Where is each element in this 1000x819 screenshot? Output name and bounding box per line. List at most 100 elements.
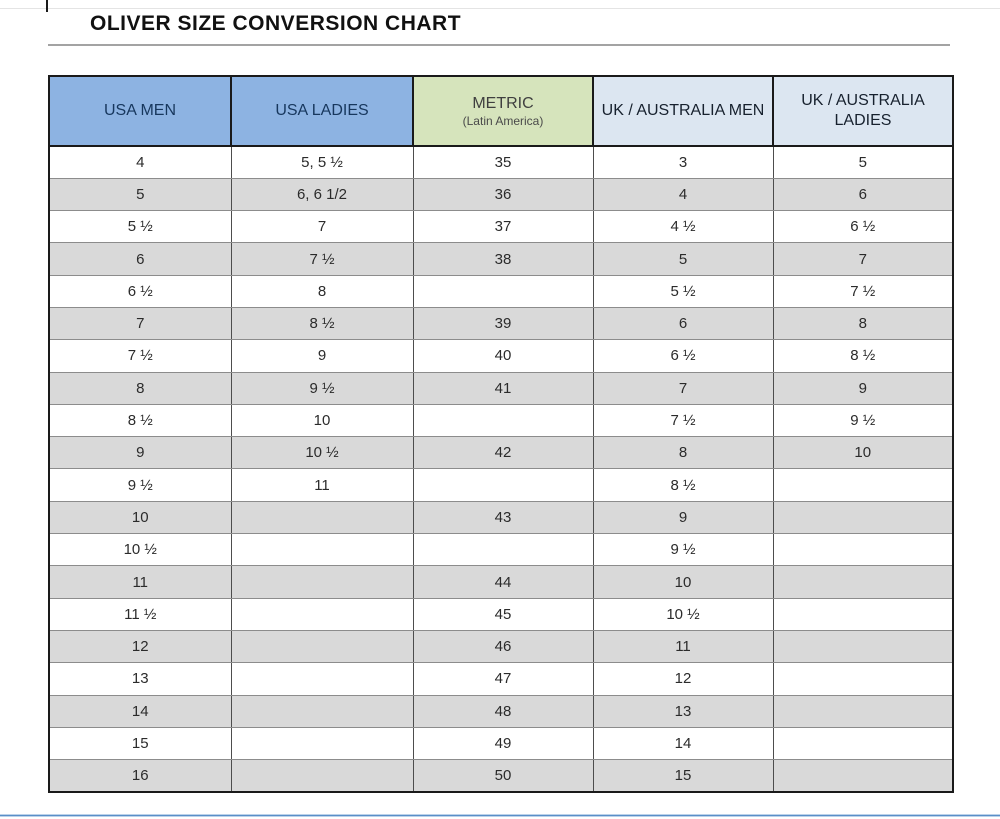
table-row: 11 44 10 (48, 565, 954, 599)
table-cell: 42 (412, 436, 594, 470)
table-cell: 7 ½ (48, 339, 232, 373)
table-cell (772, 726, 954, 761)
title-underline (48, 44, 950, 46)
table-cell: 10 (48, 500, 232, 535)
header-row: USA MEN USA LADIES METRIC (Latin America… (48, 75, 954, 147)
table-cell: 6 ½ (48, 274, 232, 308)
column-header-usa-men: USA MEN (48, 75, 232, 147)
table-row: 12 46 11 (48, 629, 954, 664)
column-header-label: USA MEN (103, 102, 176, 119)
table-cell: 41 (412, 371, 594, 405)
table-cell (412, 533, 594, 567)
table-cell: 9 (230, 339, 414, 373)
table-cell: 38 (412, 242, 594, 276)
table-cell (772, 629, 954, 664)
table-cell: 40 (412, 339, 594, 373)
table-cell: 13 (592, 694, 774, 728)
top-divider-line (0, 8, 1000, 9)
table-cell: 7 ½ (592, 403, 774, 438)
size-conversion-table: USA MEN USA LADIES METRIC (Latin America… (48, 75, 954, 793)
size-conversion-table-container: USA MEN USA LADIES METRIC (Latin America… (48, 75, 954, 793)
table-cell: 5 (48, 177, 232, 212)
table-cell (230, 759, 414, 793)
table-cell: 7 (772, 242, 954, 276)
table-cell: 5 ½ (592, 274, 774, 308)
table-cell (230, 629, 414, 664)
table-cell (772, 662, 954, 696)
table-header: USA MEN USA LADIES METRIC (Latin America… (48, 75, 954, 147)
table-row: 10 ½ 9 ½ (48, 533, 954, 567)
table-cell: 5 (772, 145, 954, 179)
table-cell: 39 (412, 306, 594, 341)
table-cell (772, 565, 954, 599)
table-cell: 4 (592, 177, 774, 212)
table-cell (412, 274, 594, 308)
table-cell: 12 (48, 629, 232, 664)
table-cell: 10 (592, 565, 774, 599)
table-cell: 11 ½ (48, 597, 232, 631)
column-header-sublabel: (Latin America) (462, 113, 544, 128)
table-cell: 8 ½ (772, 339, 954, 373)
table-cell (772, 468, 954, 502)
table-cell: 9 ½ (772, 403, 954, 438)
table-cell: 43 (412, 500, 594, 535)
table-cell (772, 759, 954, 793)
table-row: 5 6, 6 1/2 36 4 6 (48, 177, 954, 212)
table-cell: 10 ½ (230, 436, 414, 470)
table-cell: 8 (772, 306, 954, 341)
table-row: 11 ½ 45 10 ½ (48, 597, 954, 631)
table-row: 9 ½ 11 8 ½ (48, 468, 954, 502)
table-cell (772, 694, 954, 728)
table-row: 9 10 ½ 42 8 10 (48, 436, 954, 470)
table-cell: 45 (412, 597, 594, 631)
table-cell: 8 (592, 436, 774, 470)
table-cell (230, 597, 414, 631)
table-cell: 9 ½ (230, 371, 414, 405)
table-cell: 9 (772, 371, 954, 405)
table-cell: 11 (592, 629, 774, 664)
table-cell: 6 (592, 306, 774, 341)
table-cell: 6 (772, 177, 954, 212)
table-cell: 7 ½ (230, 242, 414, 276)
column-header-usa-ladies: USA LADIES (230, 75, 414, 147)
table-cell: 9 (48, 436, 232, 470)
column-header-label: USA LADIES (275, 102, 369, 119)
table-cell: 15 (592, 759, 774, 793)
page-title: OLIVER SIZE CONVERSION CHART (90, 12, 462, 35)
table-cell: 44 (412, 565, 594, 599)
table-cell: 49 (412, 726, 594, 761)
table-cell: 9 (592, 500, 774, 535)
table-cell (230, 500, 414, 535)
table-cell: 6 (48, 242, 232, 276)
table-row: 16 50 15 (48, 759, 954, 793)
table-cell (230, 662, 414, 696)
table-cell: 10 (230, 403, 414, 438)
table-cell: 37 (412, 210, 594, 244)
table-row: 13 47 12 (48, 662, 954, 696)
table-cell: 8 ½ (48, 403, 232, 438)
table-cell: 12 (592, 662, 774, 696)
table-cell: 8 (230, 274, 414, 308)
table-cell (230, 694, 414, 728)
table-cell: 9 ½ (592, 533, 774, 567)
table-cell (230, 533, 414, 567)
column-header-uk-australia-ladies: UK / AUSTRALIA LADIES (772, 75, 954, 147)
table-cell: 7 (592, 371, 774, 405)
table-cell: 7 ½ (772, 274, 954, 308)
table-cell: 5, 5 ½ (230, 145, 414, 179)
table-cell: 13 (48, 662, 232, 696)
table-cell: 46 (412, 629, 594, 664)
table-cell: 9 ½ (48, 468, 232, 502)
table-cell: 6 ½ (772, 210, 954, 244)
table-cell (772, 597, 954, 631)
table-cell (230, 726, 414, 761)
table-cell (772, 500, 954, 535)
